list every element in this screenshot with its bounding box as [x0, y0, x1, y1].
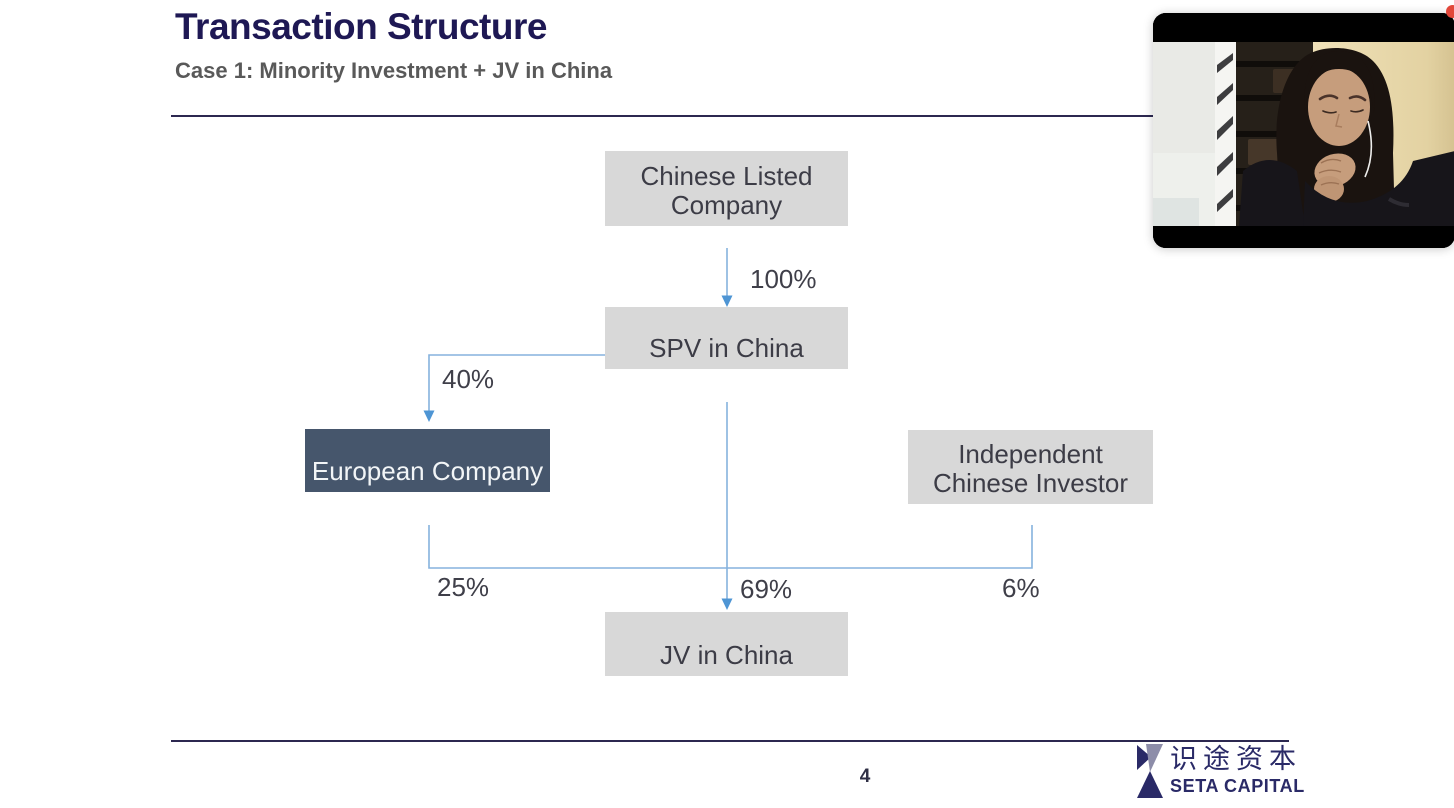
logo-english-name: SETA CAPITAL [1170, 776, 1305, 796]
node-chinese-listed-company: Chinese Listed Company [605, 151, 848, 226]
node-european-company: European Company [305, 429, 550, 492]
footer-divider-line [171, 740, 1289, 742]
page-number: 4 [859, 766, 871, 787]
node-independent-chinese-investor: Independent Chinese Investor [908, 430, 1153, 504]
node-label: SPV in China [649, 333, 804, 363]
webcam-person [1239, 48, 1454, 226]
node-label: JV in China [660, 640, 793, 670]
edge-label-69pct: 69% [740, 574, 793, 604]
seta-capital-logo: 识途资本 SETA CAPITAL [1136, 744, 1305, 799]
slide-subtitle: Case 1: Minority Investment + JV in Chin… [175, 58, 613, 83]
node-jv-in-china: JV in China [605, 612, 848, 676]
edge-label-25pct: 25% [437, 572, 490, 602]
seta-capital-logo-icon [1137, 744, 1163, 798]
edge-label-40pct: 40% [442, 364, 495, 394]
edge-label-100pct: 100% [750, 264, 817, 294]
arrowhead-into-spv [721, 295, 733, 307]
header-divider-line [171, 115, 1289, 117]
webcam-video-tile[interactable] [1153, 13, 1454, 248]
edge-label-6pct: 6% [1002, 573, 1040, 603]
arrowhead-into-eur [423, 410, 435, 422]
slide-title: Transaction Structure [175, 6, 547, 47]
node-label: Chinese Listed Company [640, 161, 813, 220]
node-spv-in-china: SPV in China [605, 307, 848, 369]
arrowhead-into-jv [721, 598, 733, 610]
webcam-video-frame [1153, 13, 1454, 248]
node-label: European Company [311, 456, 544, 486]
logo-wordmark: 识途资本 SETA CAPITAL [1170, 744, 1305, 796]
logo-chinese-name: 识途资本 [1170, 744, 1302, 774]
recording-indicator-icon [1446, 5, 1454, 18]
connector-eur-ici-bus [428, 525, 1033, 569]
node-label: Independent Chinese Investor [932, 439, 1129, 498]
